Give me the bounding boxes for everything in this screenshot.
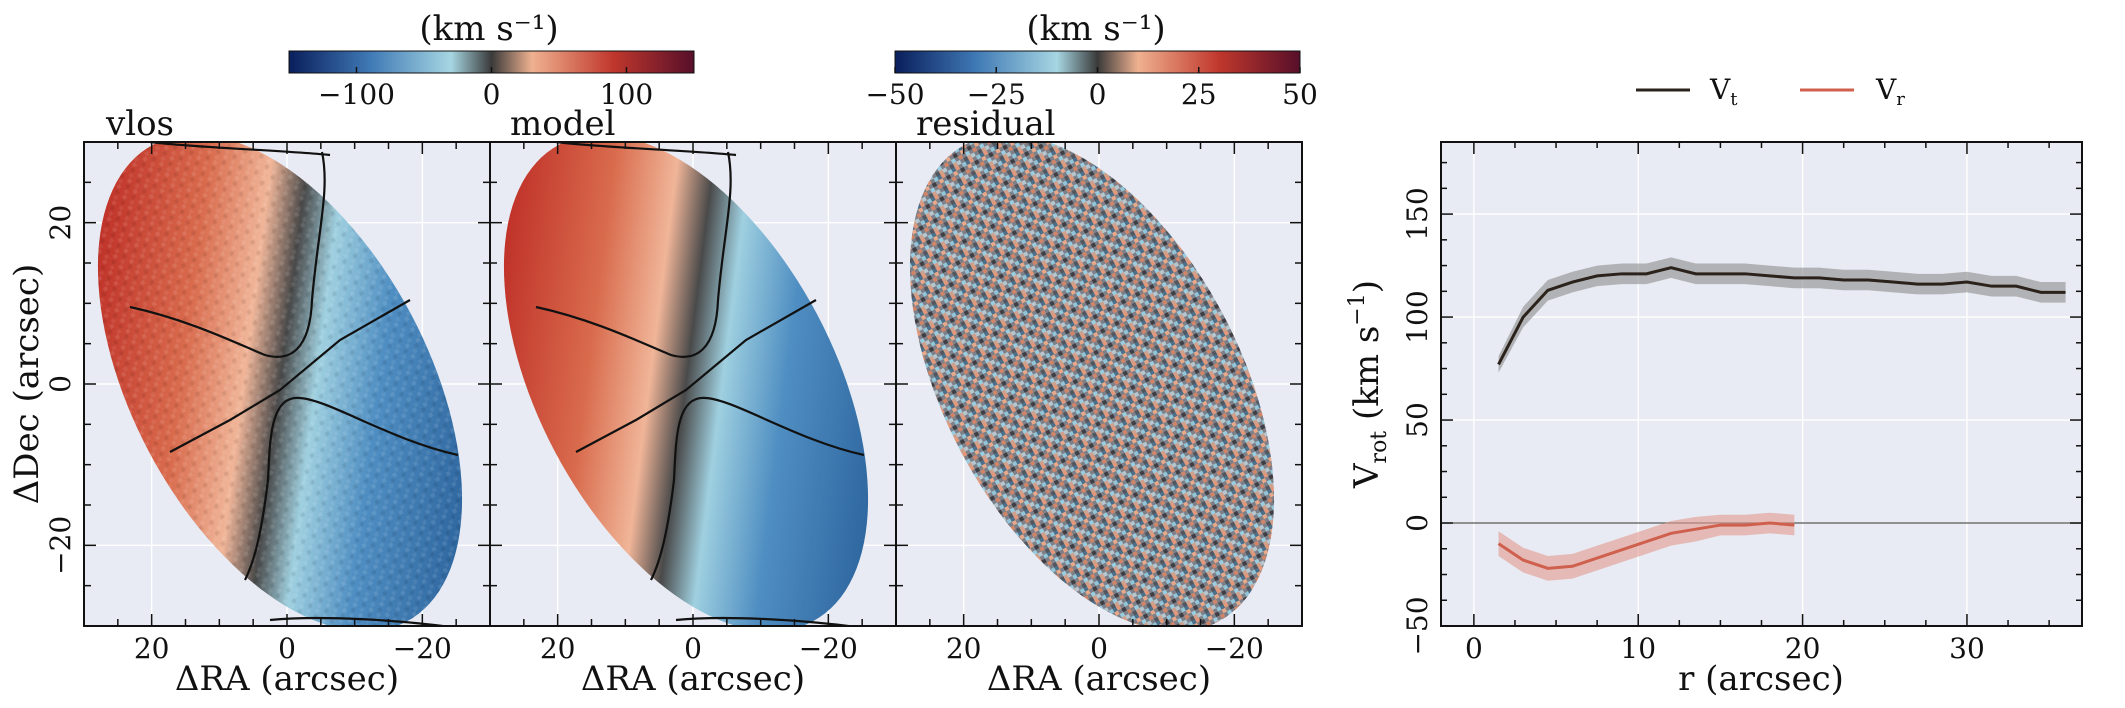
model-contour-zero [575,299,817,453]
panel-model-title: model [510,104,615,144]
panel-vlos-title: vlos [105,104,174,144]
panel-vlos: 20 0 −20 20 0 −20 vlos [44,104,491,665]
series-vr-line [1497,521,1795,570]
rc-x-axis-label: r (arcsec) [1678,659,1844,699]
y-tick-label: 50 [1401,402,1434,438]
colorbar-tick-label: −50 [865,78,924,111]
x-tick-label: 20 [1785,632,1821,665]
vlos-noise-texture [97,142,463,626]
colorbar-1-ticks: −100 0 100 [318,67,653,111]
rc-legend: Vt Vr [1636,73,1905,110]
legend-vr-label: Vr [1875,73,1905,110]
rotation-curve-panel: 0 10 20 30 −50 0 50 100 150 r (arcsec) Vrot (km … [1345,73,2083,699]
colorbar-2-title: (km s⁻¹) [1026,9,1165,49]
colorbar-tick-label: 25 [1181,78,1217,111]
colorbar-tick-label: 50 [1282,78,1318,111]
y-tick-label: 150 [1401,187,1434,240]
colorbar-tick-label: 100 [600,78,653,111]
x-tick-label: 0 [684,632,702,665]
map-x-axis-label: ΔRA (arcsec) [581,659,805,699]
x-tick-label: −20 [1205,632,1264,665]
y-tick-label: −20 [44,516,77,575]
vlos-contour-zero [169,299,411,453]
colorbar-tick-label: −25 [967,78,1026,111]
x-tick-label: 20 [134,632,170,665]
rc-axes-background [1441,142,2082,626]
x-tick-label: 0 [1090,632,1108,665]
residual-field [909,142,1275,626]
x-tick-label: 30 [1949,632,1985,665]
rc-ticks: 0 10 20 30 −50 0 50 100 150 [1401,142,2082,665]
x-tick-label: 20 [946,632,982,665]
rc-y-axis-label: Vrot (km s−1) [1345,280,1392,489]
x-tick-label: −20 [799,632,858,665]
colorbar-1-title: (km s⁻¹) [419,9,558,49]
vlos-contour-positive [129,142,331,358]
model-contour-positive [535,142,737,358]
map-y-axis-label: ΔDec (arcsec) [7,264,47,505]
y-tick-label: 20 [44,205,77,241]
y-tick-label: 0 [1401,514,1434,532]
panel-residual-ticks: 20 0 −20 [896,142,1302,665]
legend-vt-label: Vt [1709,73,1738,110]
colorbar-tick-label: 0 [1089,78,1107,111]
map-x-axis-label: ΔRA (arcsec) [175,659,399,699]
y-tick-label: 100 [1401,290,1434,343]
series-vt-line [1497,266,2066,366]
map-x-axis-labels: ΔRA (arcsec) ΔRA (arcsec) ΔRA (arcsec) [175,659,1211,699]
colorbar-1: (km s⁻¹) −100 0 100 [288,9,695,111]
x-tick-label: 0 [278,632,296,665]
panel-residual: 20 0 −20 residual [895,104,1303,665]
colorbar-tick-label: −100 [318,78,395,111]
map-x-axis-label: ΔRA (arcsec) [987,659,1211,699]
x-tick-label: −20 [393,632,452,665]
rc-series-lines [1497,266,2066,570]
colorbar-2: (km s⁻¹) −50 −25 0 25 50 [865,9,1317,111]
panel-model-ticks: 20 0 −20 [490,142,896,665]
panel-residual-title: residual [916,104,1056,144]
panel-vlos-ticks: 20 0 −20 20 0 −20 [44,142,490,665]
model-velocity-field [503,142,869,626]
x-tick-label: 10 [1620,632,1656,665]
x-tick-label: 20 [540,632,576,665]
y-tick-label: −50 [1401,596,1434,655]
y-tick-label: 0 [44,375,77,393]
colorbar-2-ticks: −50 −25 0 25 50 [865,67,1318,111]
panel-model: 20 0 −20 model [489,104,897,665]
rc-error-bands [1498,257,2066,581]
x-tick-label: 0 [1465,632,1483,665]
colorbar-tick-label: 0 [483,78,501,111]
series-vt-error-band [1498,257,2066,373]
series-vr-error-band [1498,512,1795,581]
